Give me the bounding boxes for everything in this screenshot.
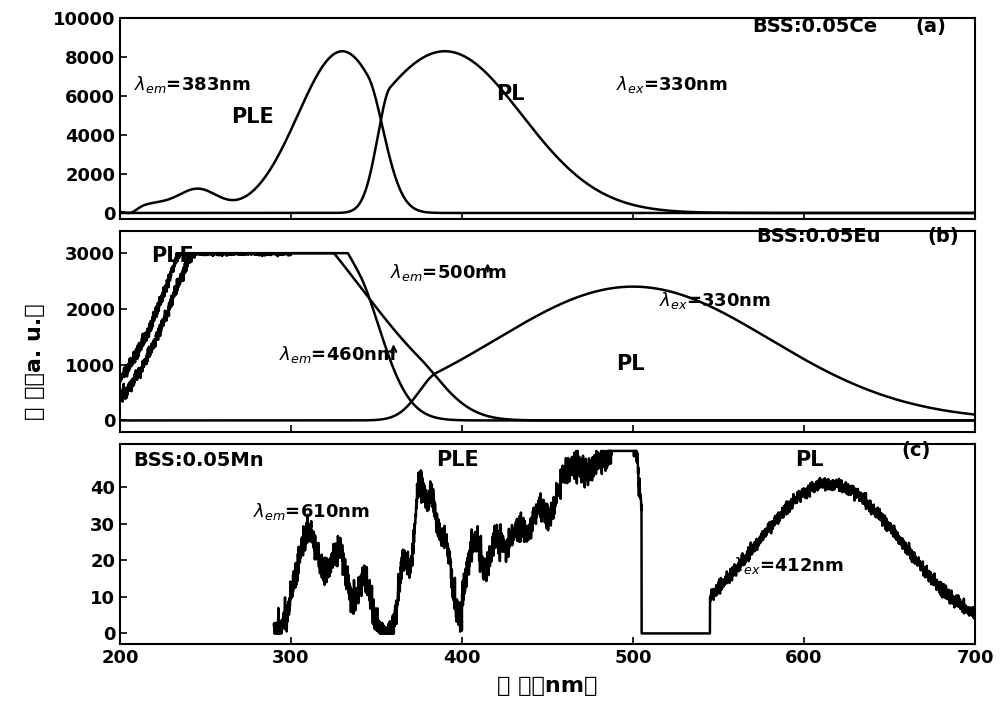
Text: $\lambda_{ex}$=330nm: $\lambda_{ex}$=330nm — [616, 74, 728, 95]
Text: $\lambda_{em}$=610nm: $\lambda_{em}$=610nm — [253, 500, 370, 521]
Text: PL: PL — [795, 450, 824, 470]
Text: (b): (b) — [927, 227, 959, 246]
Text: 强 度（a. u.）: 强 度（a. u.） — [25, 303, 45, 421]
Text: BSS:0.05Ce: BSS:0.05Ce — [753, 17, 878, 35]
X-axis label: 波 长（nm）: 波 长（nm） — [497, 675, 598, 696]
Text: PLE: PLE — [231, 107, 274, 127]
Text: $\lambda_{ex}$=330nm: $\lambda_{ex}$=330nm — [659, 290, 771, 311]
Text: BSS:0.05Mn: BSS:0.05Mn — [134, 450, 264, 470]
Text: $\lambda_{em}$=460nm: $\lambda_{em}$=460nm — [279, 344, 396, 365]
Text: $\lambda_{em}$=500nm: $\lambda_{em}$=500nm — [390, 262, 507, 283]
Text: PL: PL — [496, 84, 525, 104]
Text: $\lambda_{em}$=383nm: $\lambda_{em}$=383nm — [134, 74, 250, 95]
Text: $\lambda_{ex}$=412nm: $\lambda_{ex}$=412nm — [732, 555, 844, 576]
Text: (a): (a) — [915, 17, 946, 35]
Text: PLE: PLE — [436, 450, 479, 470]
Text: BSS:0.05Eu: BSS:0.05Eu — [756, 227, 881, 246]
Text: PLE: PLE — [151, 245, 194, 266]
Text: (c): (c) — [901, 442, 931, 460]
Text: PL: PL — [616, 354, 644, 374]
